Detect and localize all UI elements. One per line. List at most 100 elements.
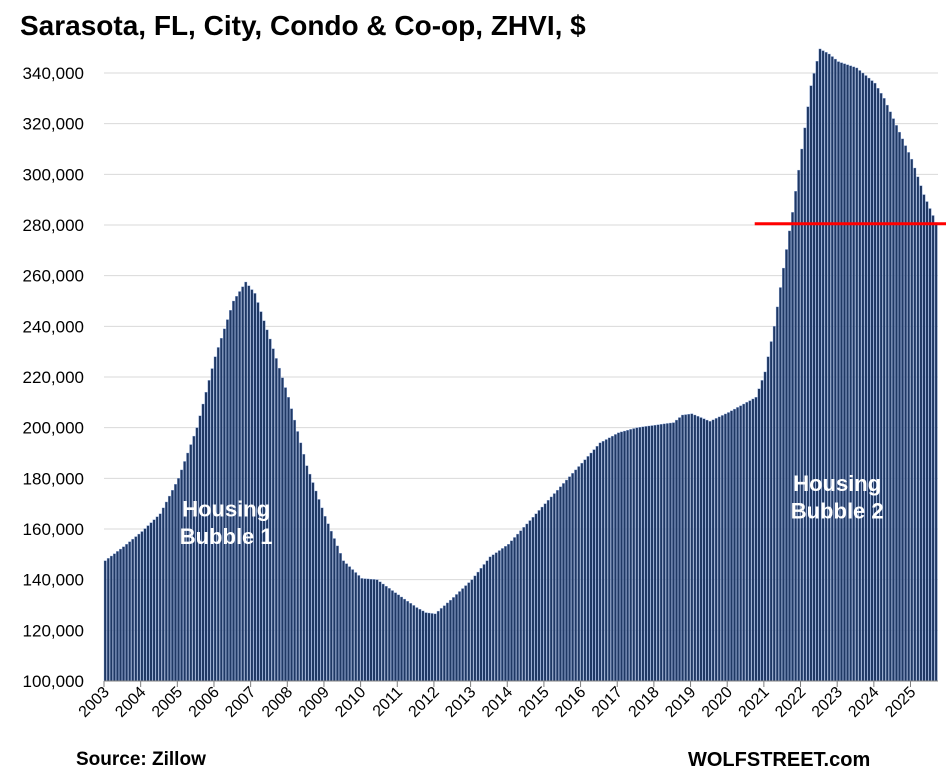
- bar: [733, 408, 736, 682]
- bar: [681, 414, 685, 682]
- bar: [699, 417, 703, 682]
- bar: [595, 446, 599, 682]
- bar: [907, 152, 911, 682]
- chart-title: Sarasota, FL, City, Condo & Co-op, ZHVI,…: [20, 10, 586, 41]
- bar: [882, 98, 886, 682]
- bar: [528, 520, 532, 682]
- bar: [916, 176, 920, 682]
- bar: [656, 424, 660, 682]
- bar: [852, 66, 856, 682]
- bar: [607, 437, 611, 682]
- y-tick-label: 280,000: [23, 216, 84, 235]
- bar: [427, 612, 431, 682]
- x-tick-label: 2017: [589, 684, 626, 721]
- bar: [149, 522, 153, 682]
- bar: [342, 560, 345, 682]
- bar: [675, 419, 678, 682]
- bar: [250, 289, 254, 682]
- bar: [617, 432, 620, 682]
- bar: [146, 525, 150, 682]
- bar: [308, 473, 312, 682]
- source-label: Source: Zillow: [76, 749, 206, 770]
- bar: [904, 145, 908, 682]
- bar: [449, 599, 452, 682]
- bar: [885, 104, 889, 682]
- y-axis-labels: 100,000 120,000 140,000 160,000 180,000 200,0…: [23, 64, 84, 691]
- x-tick-label: 2005: [149, 684, 186, 721]
- bar: [760, 380, 764, 682]
- bar: [827, 53, 831, 682]
- bar: [488, 556, 492, 682]
- bar: [574, 469, 578, 682]
- bar: [381, 583, 385, 682]
- bar: [479, 568, 483, 682]
- bar: [678, 417, 681, 682]
- bar: [299, 442, 303, 682]
- x-tick-label: 2014: [479, 684, 516, 721]
- bar: [690, 413, 694, 682]
- bar: [348, 566, 352, 682]
- bar: [256, 302, 260, 682]
- y-tick-label: 240,000: [23, 317, 84, 336]
- bar: [387, 588, 391, 682]
- bar: [583, 459, 587, 682]
- y-tick-label: 140,000: [23, 571, 84, 590]
- bar: [565, 479, 568, 682]
- bar: [390, 590, 394, 682]
- bar: [253, 293, 257, 682]
- bar: [858, 70, 862, 682]
- bar: [534, 513, 538, 682]
- bar: [284, 387, 287, 682]
- bar: [537, 510, 541, 682]
- bar: [708, 421, 712, 682]
- bar: [800, 148, 804, 682]
- x-tick-label: 2015: [516, 684, 553, 721]
- bar: [589, 452, 593, 682]
- bar: [843, 63, 846, 682]
- annotations: Housing Bubble 1 Housing Bubble 2: [180, 471, 884, 549]
- bar: [702, 418, 706, 682]
- bar: [522, 527, 526, 682]
- bar: [485, 560, 489, 682]
- bar: [855, 67, 859, 682]
- bar: [632, 428, 636, 682]
- bar: [296, 431, 300, 682]
- bar: [464, 585, 468, 682]
- bar: [366, 578, 370, 682]
- bar: [913, 167, 917, 682]
- bar: [531, 517, 535, 682]
- bar: [293, 419, 297, 682]
- bar: [467, 582, 471, 682]
- bar: [235, 296, 238, 682]
- bar: [604, 439, 608, 682]
- bar: [311, 482, 315, 682]
- x-tick-label: 2020: [699, 684, 736, 721]
- y-tick-label: 300,000: [23, 165, 84, 184]
- y-tick-label: 320,000: [23, 115, 84, 134]
- x-tick-label: 2023: [809, 684, 846, 721]
- bar: [174, 484, 177, 682]
- bar: [837, 61, 840, 682]
- bar: [638, 427, 642, 682]
- bar: [782, 267, 785, 682]
- x-tick-label: 2007: [222, 684, 259, 721]
- bar: [125, 544, 129, 682]
- bar: [870, 80, 874, 682]
- bar: [177, 478, 180, 682]
- bar: [693, 414, 697, 682]
- bar: [164, 501, 168, 682]
- bar: [629, 429, 633, 682]
- y-tick-label: 220,000: [23, 368, 84, 387]
- bar: [901, 138, 904, 682]
- bar: [332, 538, 336, 682]
- bar: [244, 281, 248, 682]
- bar: [274, 358, 278, 682]
- bar: [134, 536, 138, 682]
- annotation-line: Housing: [182, 496, 270, 521]
- bar: [128, 541, 132, 682]
- bar: [846, 64, 849, 682]
- bar: [546, 500, 550, 682]
- bar: [580, 462, 584, 682]
- x-axis: 2003 2004 2005 2006 2007 2008 2009 2010 2011 2012…: [76, 680, 938, 721]
- bar: [555, 489, 559, 682]
